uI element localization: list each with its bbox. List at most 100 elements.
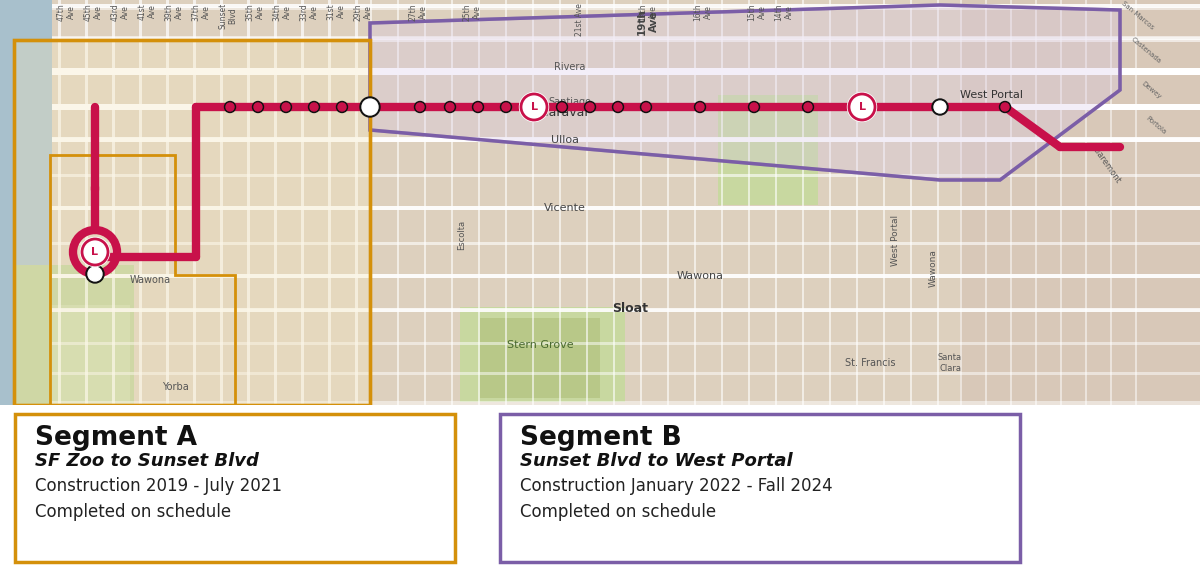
Bar: [960, 0, 962, 405]
Text: Construction January 2022 - Fall 2024: Construction January 2022 - Fall 2024: [520, 477, 833, 495]
Bar: [52, 7, 1200, 10]
Circle shape: [750, 103, 758, 111]
Circle shape: [362, 99, 378, 115]
Bar: [856, 0, 858, 405]
Polygon shape: [370, 5, 1120, 180]
Bar: [52, 206, 1200, 210]
Circle shape: [281, 101, 292, 112]
Circle shape: [858, 103, 866, 111]
Bar: [52, 4, 1200, 8]
Text: Dewey: Dewey: [1140, 80, 1162, 100]
Circle shape: [338, 103, 346, 111]
Bar: [910, 0, 912, 405]
Bar: [1034, 0, 1037, 405]
Bar: [721, 0, 722, 405]
Bar: [52, 274, 1200, 278]
Text: Segment B: Segment B: [520, 425, 682, 451]
Bar: [52, 308, 1200, 312]
Circle shape: [224, 101, 235, 112]
Bar: [985, 0, 986, 405]
Circle shape: [414, 101, 426, 112]
Text: Yorba: Yorba: [162, 382, 188, 392]
Bar: [802, 0, 804, 405]
Text: Claremont: Claremont: [1090, 144, 1122, 186]
Circle shape: [1000, 101, 1010, 112]
Bar: [586, 0, 588, 405]
Bar: [52, 206, 1200, 210]
Text: 34th
Ave: 34th Ave: [272, 3, 292, 21]
Text: L: L: [91, 247, 98, 257]
Text: Construction 2019 - July 2021: Construction 2019 - July 2021: [35, 477, 282, 495]
Bar: [193, 0, 196, 405]
Text: Segment A: Segment A: [35, 425, 197, 451]
Polygon shape: [14, 40, 370, 405]
Circle shape: [530, 103, 538, 111]
FancyBboxPatch shape: [14, 414, 455, 562]
Bar: [960, 0, 1200, 405]
Bar: [52, 342, 1200, 345]
Bar: [829, 0, 830, 405]
Circle shape: [446, 103, 454, 111]
Circle shape: [82, 239, 108, 265]
Bar: [1110, 0, 1112, 405]
Circle shape: [252, 101, 264, 112]
Bar: [397, 0, 398, 405]
Text: 37th
Ave: 37th Ave: [191, 3, 211, 21]
Circle shape: [749, 101, 760, 112]
Circle shape: [416, 103, 424, 111]
Text: San Marcos: San Marcos: [1120, 0, 1154, 30]
Text: 14th
Ave: 14th Ave: [774, 3, 793, 21]
Bar: [50, 305, 130, 405]
Text: 39th
Ave: 39th Ave: [164, 3, 184, 21]
Bar: [220, 0, 223, 405]
Circle shape: [696, 103, 704, 111]
Bar: [52, 37, 1200, 40]
Text: 31st
Ave: 31st Ave: [326, 3, 346, 20]
Circle shape: [500, 101, 511, 112]
Text: Taraval: Taraval: [542, 105, 588, 119]
Bar: [613, 0, 616, 405]
Text: 35th
Ave: 35th Ave: [245, 3, 265, 21]
Text: L: L: [530, 102, 538, 112]
Bar: [52, 174, 1200, 177]
Text: Escolta: Escolta: [457, 220, 467, 250]
Bar: [370, 0, 372, 405]
Text: Sunset Blvd to West Portal: Sunset Blvd to West Portal: [520, 452, 793, 470]
Circle shape: [804, 103, 812, 111]
Circle shape: [934, 101, 946, 113]
Circle shape: [282, 103, 290, 111]
Bar: [14, 265, 134, 405]
Circle shape: [612, 101, 624, 112]
Circle shape: [473, 101, 484, 112]
Text: Wawona: Wawona: [677, 271, 724, 281]
Bar: [52, 39, 1200, 42]
Text: Sloat: Sloat: [612, 303, 648, 316]
Circle shape: [528, 101, 540, 112]
Bar: [559, 0, 562, 405]
Text: Wawona: Wawona: [929, 249, 937, 287]
FancyBboxPatch shape: [500, 414, 1020, 562]
Circle shape: [521, 94, 547, 120]
Bar: [0, 405, 1200, 570]
Text: Vicente: Vicente: [544, 203, 586, 213]
Text: 47th
Ave: 47th Ave: [56, 3, 76, 21]
Bar: [0, 0, 1200, 405]
Circle shape: [558, 103, 566, 111]
Bar: [0, 0, 52, 405]
Text: St. Francis: St. Francis: [845, 358, 895, 368]
Bar: [0, 407, 1200, 570]
Bar: [52, 36, 1200, 40]
Bar: [640, 0, 642, 405]
Bar: [52, 242, 1200, 245]
Text: 45th
Ave: 45th Ave: [83, 3, 103, 21]
Circle shape: [857, 101, 868, 112]
Bar: [532, 0, 534, 405]
Circle shape: [336, 101, 348, 112]
Bar: [748, 0, 750, 405]
Text: 25th
Ave: 25th Ave: [462, 3, 481, 21]
Bar: [274, 0, 277, 405]
Bar: [355, 0, 358, 405]
Text: 19th
Ave: 19th Ave: [638, 3, 658, 21]
Bar: [424, 0, 426, 405]
Bar: [460, 307, 625, 402]
